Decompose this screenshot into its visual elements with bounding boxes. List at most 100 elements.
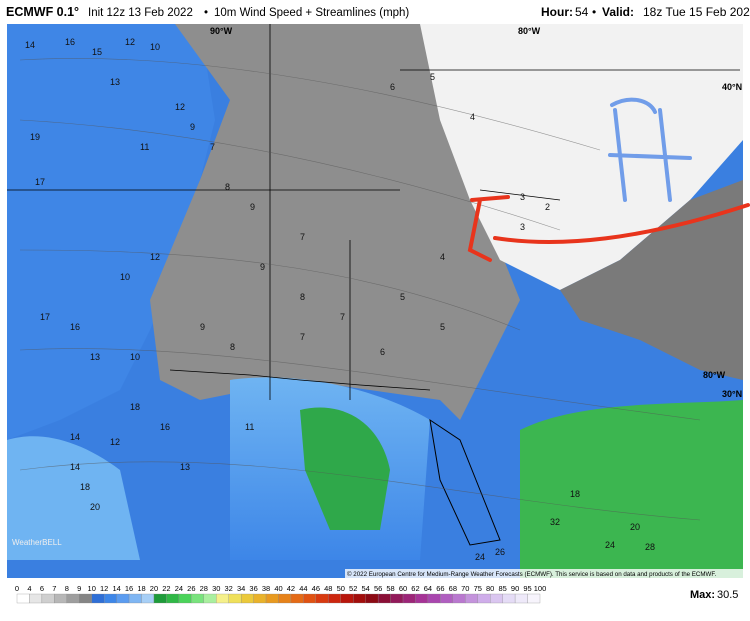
model: ECMWF 0.1° (6, 5, 79, 19)
colorbar-segment (79, 593, 92, 604)
wind-speed: 7 (210, 142, 215, 152)
colorbar-tick-label: 16 (125, 584, 133, 593)
colorbar-tick-label: 36 (249, 584, 257, 593)
wind-speed: 4 (470, 112, 475, 122)
colorbar-segment (477, 593, 491, 604)
wind-speed: 9 (250, 202, 255, 212)
colorbar-tick-label: 10 (88, 584, 96, 593)
colorbar-tick-label: 44 (299, 584, 307, 593)
wind-speed: 18 (130, 402, 140, 412)
colorbar-tick-label: 40 (274, 584, 282, 593)
colorbar-tick-label: 7 (52, 584, 56, 593)
wind-speed: 10 (130, 352, 140, 362)
colorbar-tick-label: 62 (411, 584, 419, 593)
wind-speed: 8 (300, 292, 305, 302)
wind-speed: 7 (340, 312, 345, 322)
colorbar-tick-label: 0 (15, 584, 19, 593)
colorbar-tick-label: 22 (162, 584, 170, 593)
colorbar-tick-label: 68 (449, 584, 457, 593)
colorbar-segment (116, 593, 130, 604)
colorbar-tick-label: 38 (262, 584, 270, 593)
colorbar-segment (527, 593, 541, 604)
wind-speed: 3 (520, 192, 525, 202)
colorbar-tick-label: 58 (386, 584, 394, 593)
wind-speed: 13 (180, 462, 190, 472)
wind-speed: 8 (225, 182, 230, 192)
colorbar-tick-label: 4 (27, 584, 31, 593)
wind-speed: 20 (90, 502, 100, 512)
streamlines (19, 58, 701, 521)
colorbar-tick-label: 56 (374, 584, 382, 593)
colorbar-segment (278, 593, 292, 604)
colorbar-segment (153, 593, 167, 604)
colorbar-tick-label: 26 (187, 584, 195, 593)
wind-speed: 24 (605, 540, 615, 550)
wind-green (300, 407, 390, 530)
wind-speed: 17 (40, 312, 50, 322)
colorbar-tick-label: 32 (225, 584, 233, 593)
colorbar-tick-label: 6 (40, 584, 44, 593)
wind-speed: 10 (120, 272, 130, 282)
max: 30.5 (717, 589, 738, 601)
colorbar-tick-label: 46 (312, 584, 320, 593)
colorbar-segment (377, 593, 391, 604)
colorbar-tick-label: 52 (349, 584, 357, 593)
hour: 54 (575, 5, 589, 19)
colorbar-segment (427, 593, 441, 604)
colorbar-segment (166, 593, 180, 604)
colorbar-segment (415, 593, 429, 604)
wind-speed: 18 (80, 482, 90, 492)
colorbar-segment (178, 593, 192, 604)
copyright-bg (345, 569, 743, 578)
colorbar-tick-label: 70 (461, 584, 469, 593)
colorbar-tick-label: 12 (100, 584, 108, 593)
colorbar-segment (29, 593, 43, 604)
colorbar-tick-label: 14 (112, 584, 120, 593)
colorbar-tick-label: 28 (200, 584, 208, 593)
wind-speed: 7 (300, 232, 305, 242)
wind-speed: 16 (65, 37, 75, 47)
wind-speed: 2 (545, 202, 550, 212)
colorbar-segment (353, 593, 366, 604)
wind-speed: 26 (495, 547, 505, 557)
annotation-h (608, 97, 692, 202)
wind-blue (7, 24, 215, 440)
wind-speed: 6 (380, 347, 385, 357)
colorbar-tick-label: 60 (399, 584, 407, 593)
colorbar-tick-label: 8 (65, 584, 69, 593)
colorbar-segment (328, 593, 341, 604)
colorbar-segment (265, 593, 279, 604)
colorbar-segment (16, 593, 30, 604)
colorbar-tick-label: 9 (77, 584, 81, 593)
wind-speed: 14 (70, 462, 80, 472)
wind-speed: 13 (90, 352, 100, 362)
wind-lightblue (7, 436, 140, 560)
colorbar-tick-label: 42 (287, 584, 295, 593)
wind-speed: 16 (70, 322, 80, 332)
colorbar-tick-label: 66 (436, 584, 444, 593)
colorbar-segment (465, 593, 478, 604)
colorbar-tick-label: 64 (424, 584, 432, 593)
wind-speed: 6 (390, 82, 395, 92)
wind-speed: 8 (230, 342, 235, 352)
colorbar-segment (502, 593, 516, 604)
colorbar-tick-label: 48 (324, 584, 332, 593)
colorbar-segment (514, 593, 528, 604)
colorbar-segment (54, 593, 67, 604)
wind-speed: 16 (160, 422, 170, 432)
colorbar-tick-label: 75 (474, 584, 482, 593)
grid-label: 80°W (518, 26, 541, 36)
wind-speed: 19 (30, 132, 40, 142)
colorbar-segment (203, 593, 217, 604)
colorbar-tick-label: 100 (534, 584, 547, 593)
wind-speed: 12 (110, 437, 120, 447)
valid-label: Valid: (602, 5, 634, 19)
wind-speed: 12 (125, 37, 135, 47)
wind-speed: 4 (440, 252, 445, 262)
wind-light (420, 24, 743, 290)
wind-speed: 14 (70, 432, 80, 442)
colorbar-tick-label: 80 (486, 584, 494, 593)
colorbar-segment (390, 593, 404, 604)
grid-label: 40°N (722, 82, 742, 92)
colorbar-tick-label: 24 (175, 584, 183, 593)
